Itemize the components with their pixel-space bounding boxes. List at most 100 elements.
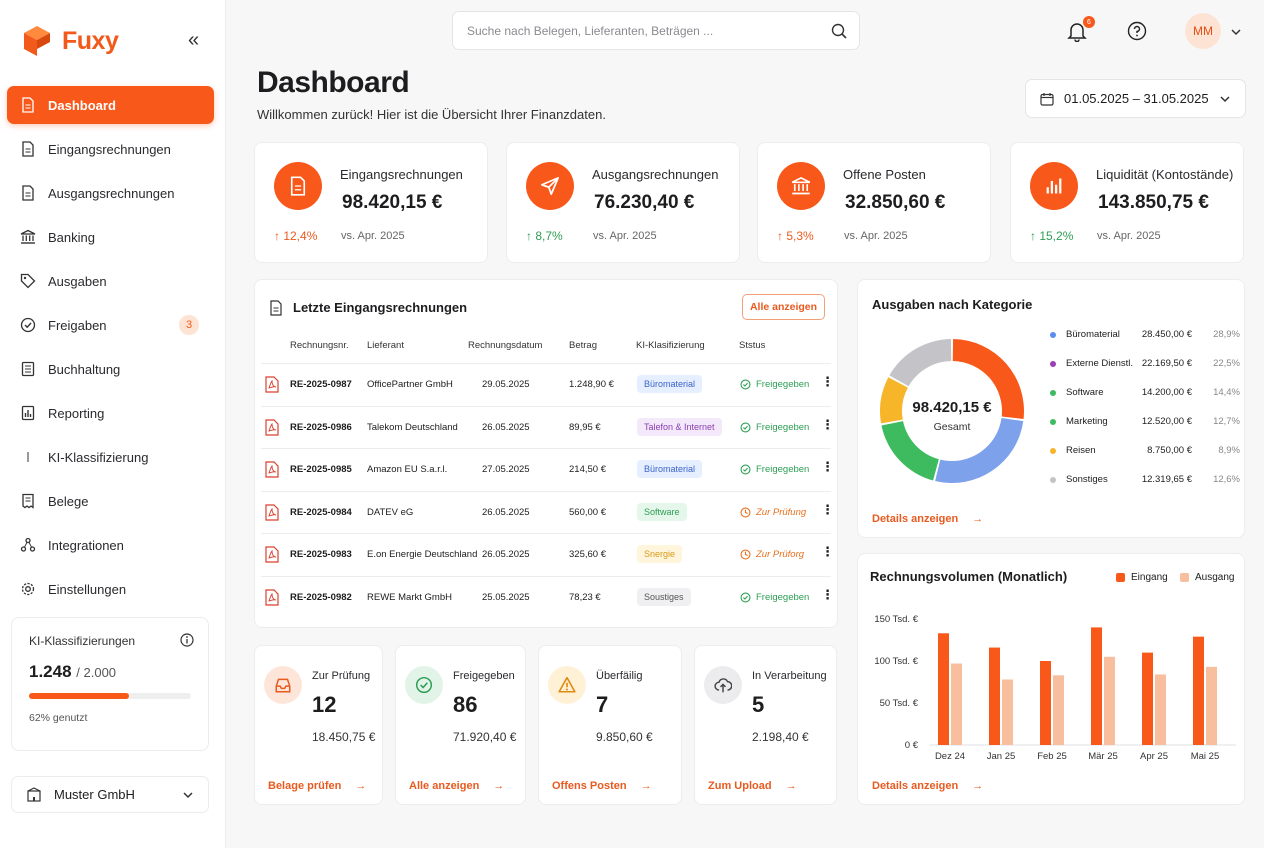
kpi-change: ↑ 5,3% xyxy=(777,229,814,243)
pdf-icon[interactable] xyxy=(265,461,279,478)
legend-eingang: Eingang xyxy=(1116,572,1168,583)
bar-eingang[interactable] xyxy=(938,633,949,745)
brain-icon xyxy=(27,452,29,462)
donut-segment[interactable] xyxy=(880,377,908,424)
table-row[interactable]: RE-2025-0984 DATEV eG 26.05.2025 560,00 … xyxy=(261,490,834,534)
kpi-card[interactable]: Ausgangsrechnungen 76.230,40 € ↑ 8,7% vs… xyxy=(506,142,740,263)
search-icon[interactable] xyxy=(831,23,847,39)
sidebar-item-banking[interactable]: Banking xyxy=(7,218,214,256)
chart-details-link[interactable]: Details anzeigen → xyxy=(872,780,984,792)
invoice-number: RE-2025-0984 xyxy=(290,506,352,518)
status-card-label: In Verarbeitung xyxy=(752,670,827,682)
category-details-link[interactable]: Details anzeigen → xyxy=(872,513,984,525)
more-options-icon[interactable]: ⋮ xyxy=(821,544,834,560)
status-card[interactable]: In Verarbeitung 5 2.198,40 € Zum Upload → xyxy=(694,645,837,805)
bar-ausgang[interactable] xyxy=(951,663,962,745)
collapse-sidebar-icon[interactable]: « xyxy=(188,29,200,51)
kpi-icon xyxy=(1030,162,1078,210)
bar-eingang[interactable] xyxy=(1142,652,1153,745)
info-icon[interactable] xyxy=(180,633,194,647)
logo[interactable]: Fuxy xyxy=(22,24,119,58)
table-row[interactable]: RE-2025-0985 Amazon EU S.a.r.l. 27.05.20… xyxy=(261,448,834,491)
sidebar-item-freigaben[interactable]: Freigaben 3 xyxy=(7,306,214,344)
more-options-icon[interactable]: ⋮ xyxy=(821,374,834,389)
chevron-down-icon[interactable] xyxy=(1230,26,1242,38)
sidebar-item-ausgangsrechnungen[interactable]: Ausgangsrechnungen xyxy=(7,174,214,212)
bar-ausgang[interactable] xyxy=(1155,674,1166,745)
category-percent: 28,9% xyxy=(1213,329,1240,340)
donut-segment[interactable] xyxy=(889,339,952,387)
arrow-right-icon: → xyxy=(972,513,984,525)
avatar[interactable]: MM xyxy=(1185,13,1221,49)
more-options-icon[interactable]: ⋮ xyxy=(821,587,834,602)
help-icon[interactable] xyxy=(1127,21,1147,41)
column-header[interactable]: Ststus xyxy=(739,340,766,351)
status-card-link[interactable]: Offens Posten → xyxy=(552,780,652,792)
invoice-number: RE-2025-0982 xyxy=(290,592,352,603)
table-row[interactable]: RE-2025-0987 OfficePartner GmbH 29.05.20… xyxy=(261,363,834,406)
kpi-card[interactable]: Offene Posten 32.850,60 € ↑ 5,3% vs. Apr… xyxy=(757,142,991,263)
bell-icon[interactable] xyxy=(1066,20,1088,42)
sidebar-item-belege[interactable]: Belege xyxy=(7,482,214,520)
donut-segment[interactable] xyxy=(935,418,1024,483)
company-name: Muster GmbH xyxy=(54,787,135,802)
ledger-icon xyxy=(21,361,35,377)
bar-eingang[interactable] xyxy=(989,647,1000,745)
pdf-icon[interactable] xyxy=(265,504,279,521)
donut-segment[interactable] xyxy=(952,339,1024,419)
sidebar-item-ausgaben[interactable]: Ausgaben xyxy=(7,262,214,300)
pdf-icon[interactable] xyxy=(265,376,279,393)
sidebar-item-einstellungen[interactable]: Einstellungen xyxy=(7,570,214,608)
pdf-icon[interactable] xyxy=(265,546,279,563)
bar-ausgang[interactable] xyxy=(1053,675,1064,745)
kpi-icon xyxy=(274,162,322,210)
bar-eingang[interactable] xyxy=(1040,661,1051,745)
sidebar-item-reporting[interactable]: Reporting xyxy=(7,394,214,432)
bar-eingang[interactable] xyxy=(1193,636,1204,745)
sidebar-item-dashboard[interactable]: Dashboard xyxy=(7,86,214,124)
invoice-amount: 78,23 € xyxy=(569,592,601,603)
bar-eingang[interactable] xyxy=(1091,627,1102,745)
warning-icon xyxy=(558,676,576,693)
sidebar-nav: Dashboard Eingangsrechnungen Ausgangsrechn… xyxy=(7,86,214,614)
date-range-value: 01.05.2025 – 31.05.2025 xyxy=(1064,91,1209,106)
column-header[interactable]: Rechnungsnr. xyxy=(290,340,349,351)
column-header[interactable]: KI-Klasifizierung xyxy=(636,340,705,351)
column-header[interactable]: Rechnungsdatum xyxy=(468,340,543,351)
table-row[interactable]: RE-2025-0986 Talekom Deutschland 26.05.2… xyxy=(261,405,834,449)
status-card-link[interactable]: Belage prüfen → xyxy=(268,780,367,792)
kpi-card[interactable]: Liquidität (Kontostände) 143.850,75 € ↑ … xyxy=(1010,142,1244,263)
more-options-icon[interactable]: ⋮ xyxy=(821,416,834,432)
kpi-label: Eingangsrechnungen xyxy=(340,167,463,182)
kpi-card[interactable]: Eingangsrechnungen 98.420,15 € ↑ 12,4% v… xyxy=(254,142,488,263)
date-range-picker[interactable]: 01.05.2025 – 31.05.2025 xyxy=(1025,79,1246,118)
bar-ausgang[interactable] xyxy=(1206,666,1217,745)
pdf-icon[interactable] xyxy=(265,589,279,606)
invoice-amount: 89,95 € xyxy=(569,421,601,433)
status-card[interactable]: Freigegeben 86 71.920,40 € Alle anzeigen… xyxy=(395,645,526,805)
more-options-icon[interactable]: ⋮ xyxy=(821,501,834,517)
bar-ausgang[interactable] xyxy=(1002,679,1013,745)
ki-usage-title: KI-Klassifizierungen xyxy=(29,634,136,648)
search-bar[interactable] xyxy=(452,11,860,50)
column-header[interactable]: Betrag xyxy=(569,340,597,351)
donut-segment[interactable] xyxy=(881,421,939,481)
search-input[interactable] xyxy=(467,23,807,38)
sidebar-item-integrationen[interactable]: Integrationen xyxy=(7,526,214,564)
table-row[interactable]: RE-2025-0982 REWE Markt GmbH 25.05.2025 … xyxy=(261,576,834,619)
sidebar-item-label: KI-Klassifizierung xyxy=(48,449,149,465)
show-all-invoices-button[interactable]: Alle anzeigen xyxy=(742,294,825,320)
sidebar-item-ki-klassifizierung[interactable]: KI-Klassifizierung xyxy=(7,438,214,476)
company-selector[interactable]: Muster GmbH xyxy=(11,776,209,813)
table-row[interactable]: RE-2025-0983 E.on Energie Deutschland 26… xyxy=(261,533,834,576)
status-card-link[interactable]: Alle anzeigen → xyxy=(409,780,505,792)
status-card-link[interactable]: Zum Upload → xyxy=(708,780,797,792)
sidebar-item-buchhaltung[interactable]: Buchhaltung xyxy=(7,350,214,388)
sidebar-item-eingangsrechnungen[interactable]: Eingangsrechnungen xyxy=(7,130,214,168)
pdf-icon[interactable] xyxy=(265,418,279,436)
column-header[interactable]: Lieferant xyxy=(367,340,404,351)
more-options-icon[interactable]: ⋮ xyxy=(821,459,834,475)
status-card[interactable]: Überfäilig 7 9.850,60 € Offens Posten → xyxy=(538,645,682,805)
bar-ausgang[interactable] xyxy=(1104,656,1115,745)
status-card[interactable]: Zur Prüfung 12 18.450,75 € Belage prüfen… xyxy=(254,645,383,805)
